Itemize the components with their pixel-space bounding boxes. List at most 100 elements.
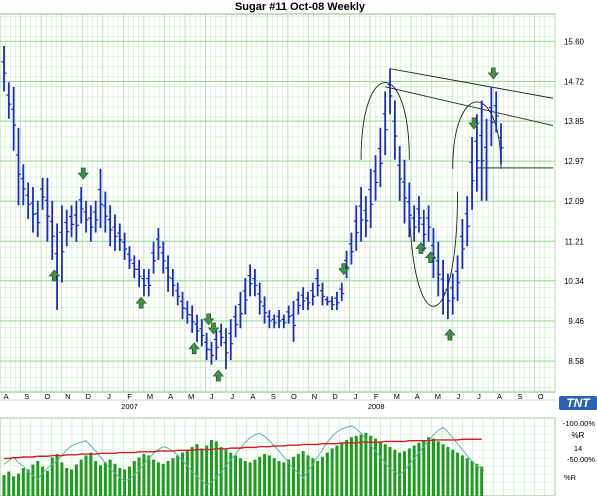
price-bar [435,241,441,297]
price-bar [421,209,427,251]
price-bar [107,205,113,247]
y-tick-label: 12.09 [564,197,585,206]
volume-bar [127,466,131,496]
price-bar [165,255,171,292]
year-label: 2007 [121,402,138,411]
y-tick-label: 11.21 [565,237,585,246]
x-tick-label: N [65,392,70,401]
price-bar [199,319,205,347]
price-bar [459,218,465,270]
volume-bar [70,469,74,496]
volume-bar [465,458,469,496]
y-tick-label: 13.85 [564,117,585,126]
y-tick-label: 12.97 [564,157,585,166]
volume-bar [374,438,378,496]
volume-bar [2,475,6,496]
volume-bar [427,437,431,496]
volume-bar [345,440,349,496]
volume-bar [55,454,59,496]
buy-signal-arrow [188,342,200,355]
volume-bar [7,471,11,496]
price-bar [455,255,461,301]
price-bar [204,332,210,361]
volume-bar [301,451,305,496]
x-tick-label: J [230,392,234,401]
logo-badge [559,396,597,410]
volume-bar [12,476,16,496]
volume-bar [325,452,329,496]
price-bar [252,269,258,297]
price-bar [242,278,248,315]
price-bar [382,91,388,156]
price-bar [11,86,17,151]
volume-bar [79,459,83,496]
volume-bar [451,449,455,496]
indicator-value: 14 [574,444,582,453]
price-bar [353,205,359,251]
x-tick-label: M [435,392,441,401]
volume-bar [407,448,411,496]
price-bar [397,146,403,201]
volume-bar [229,452,233,496]
price-bar [305,291,311,311]
sell-signal-arrow [203,313,215,326]
volume-bar [248,462,252,496]
price-bar [464,196,470,247]
price-bar [286,305,292,324]
price-bar [233,305,239,338]
price-bar [30,187,36,233]
volume-bar [195,444,199,496]
volume-bar [354,435,358,496]
resistance-line-upper [389,68,554,99]
volume-bar [224,449,228,496]
x-tick-label: J [457,392,461,401]
logo-text: TNT [566,396,591,410]
buy-signal-arrow [135,296,147,309]
buy-signal-arrow [212,369,224,382]
volume-bar [258,456,262,496]
price-bar [122,232,128,260]
price-bar [6,82,12,119]
x-tick-label: M [188,392,194,401]
price-bar [450,273,456,315]
price-bar [83,200,89,233]
volume-bar [253,459,257,496]
price-bar [175,282,181,306]
volume-bar [412,445,416,496]
volume-bar [123,469,127,496]
price-bar [228,319,234,361]
price-bar [271,314,277,329]
x-tick-label: D [332,392,338,401]
price-bar [474,114,480,192]
volume-bar [383,444,387,496]
pattern-annotations [360,68,554,307]
volume-bar [45,470,49,496]
price-bar [213,328,219,361]
price-bar [300,287,306,311]
price-bar [208,341,214,365]
volume-bar [446,447,450,496]
price-bars [1,45,504,370]
volume-bar [166,461,170,496]
price-bar [276,310,282,329]
volume-bar [113,463,117,496]
price-bar [373,155,379,201]
y-tick-label: 9.46 [568,317,584,326]
x-tick-label: A [250,392,255,401]
volume-bar [369,435,373,496]
volume-bar [441,444,445,496]
x-tick-label: S [518,392,523,401]
volume-bar [306,455,310,496]
volume-bar [103,462,107,496]
buy-signal-arrow [415,242,427,254]
price-bar [363,196,369,238]
price-bar [126,246,132,270]
price-bar [295,291,301,315]
indicator-tick-top: -100.00% [563,419,595,428]
price-grid [0,13,556,393]
price-bar [25,182,31,219]
indicator-name: %R [572,431,585,440]
volume-bar [65,468,69,496]
volume-bar [436,441,440,496]
